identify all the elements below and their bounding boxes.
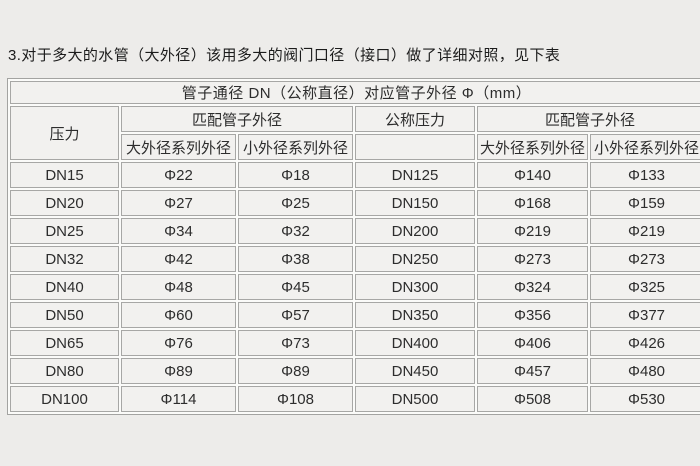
table-row: DN25 Φ34 Φ32 DN200 Φ219 Φ219 (10, 218, 700, 244)
table-cell: DN400 (355, 330, 475, 356)
table-cell: Φ168 (477, 190, 588, 216)
table-row: DN65 Φ76 Φ73 DN400 Φ406 Φ426 (10, 330, 700, 356)
table-cell: Φ42 (121, 246, 236, 272)
dn-diameter-table: 管子通径 DN（公称直径）对应管子外径 Φ（mm） 压力 匹配管子外径 公称压力… (7, 78, 700, 415)
table-cell: Φ480 (590, 358, 700, 384)
table-cell: Φ273 (477, 246, 588, 272)
header-large-series-left: 大外径系列外径 (121, 134, 236, 160)
table-cell: Φ406 (477, 330, 588, 356)
header-match-outer-left: 匹配管子外径 (121, 106, 353, 132)
table-cell: Φ38 (238, 246, 353, 272)
table-cell: Φ530 (590, 386, 700, 412)
table-head: 管子通径 DN（公称直径）对应管子外径 Φ（mm） 压力 匹配管子外径 公称压力… (10, 81, 700, 160)
table-cell: DN50 (10, 302, 119, 328)
table-row: DN50 Φ60 Φ57 DN350 Φ356 Φ377 (10, 302, 700, 328)
table-row: DN80 Φ89 Φ89 DN450 Φ457 Φ480 (10, 358, 700, 384)
table-cell: DN350 (355, 302, 475, 328)
table-cell: Φ325 (590, 274, 700, 300)
table-cell: DN125 (355, 162, 475, 188)
table-cell: Φ426 (590, 330, 700, 356)
table-row: DN40 Φ48 Φ45 DN300 Φ324 Φ325 (10, 274, 700, 300)
table-cell: Φ34 (121, 218, 236, 244)
table-cell: Φ324 (477, 274, 588, 300)
header-small-series-right: 小外径系列外径 (590, 134, 700, 160)
table-cell: Φ457 (477, 358, 588, 384)
table-cell: Φ114 (121, 386, 236, 412)
table-cell: DN15 (10, 162, 119, 188)
table-cell: DN500 (355, 386, 475, 412)
table-body: DN15 Φ22 Φ18 DN125 Φ140 Φ133 DN20 Φ27 Φ25 DN150 Φ1… (10, 162, 700, 412)
table-cell: Φ22 (121, 162, 236, 188)
table-cell: DN200 (355, 218, 475, 244)
table-cell: Φ273 (590, 246, 700, 272)
table-cell: DN150 (355, 190, 475, 216)
header-match-outer-right: 匹配管子外径 (477, 106, 700, 132)
table-row: DN20 Φ27 Φ25 DN150 Φ168 Φ159 (10, 190, 700, 216)
table-cell: Φ89 (238, 358, 353, 384)
table-cell: Φ60 (121, 302, 236, 328)
table-cell: Φ76 (121, 330, 236, 356)
table-cell: DN100 (10, 386, 119, 412)
table-cell: DN25 (10, 218, 119, 244)
header-small-series-left: 小外径系列外径 (238, 134, 353, 160)
table-cell: DN250 (355, 246, 475, 272)
table-cell: Φ159 (590, 190, 700, 216)
table-cell: Φ219 (590, 218, 700, 244)
header-nominal-pressure-empty-cell (355, 134, 475, 160)
header-large-series-right: 大外径系列外径 (477, 134, 588, 160)
table-cell: DN20 (10, 190, 119, 216)
table-cell: Φ32 (238, 218, 353, 244)
table-cell: DN40 (10, 274, 119, 300)
table-cell: Φ25 (238, 190, 353, 216)
table-cell: Φ140 (477, 162, 588, 188)
table-cell: DN80 (10, 358, 119, 384)
caption-row: 管子通径 DN（公称直径）对应管子外径 Φ（mm） (10, 81, 700, 104)
table-caption: 管子通径 DN（公称直径）对应管子外径 Φ（mm） (10, 81, 700, 104)
header-nominal-pressure: 公称压力 (355, 106, 475, 132)
table-cell: Φ18 (238, 162, 353, 188)
table-cell: Φ73 (238, 330, 353, 356)
table-cell: Φ508 (477, 386, 588, 412)
table-cell: Φ377 (590, 302, 700, 328)
table-cell: Φ27 (121, 190, 236, 216)
table-cell: DN450 (355, 358, 475, 384)
table-cell: Φ133 (590, 162, 700, 188)
table-cell: Φ48 (121, 274, 236, 300)
table-cell: Φ57 (238, 302, 353, 328)
table-cell: DN300 (355, 274, 475, 300)
header-row-series: 大外径系列外径 小外径系列外径 大外径系列外径 小外径系列外径 (10, 134, 700, 160)
table-row: DN15 Φ22 Φ18 DN125 Φ140 Φ133 (10, 162, 700, 188)
table-cell: DN65 (10, 330, 119, 356)
table-cell: Φ356 (477, 302, 588, 328)
table-cell: Φ219 (477, 218, 588, 244)
table-row: DN100 Φ114 Φ108 DN500 Φ508 Φ530 (10, 386, 700, 412)
table-cell: DN32 (10, 246, 119, 272)
table-cell: Φ45 (238, 274, 353, 300)
table-cell: Φ89 (121, 358, 236, 384)
page-title: 3.对于多大的水管（大外径）该用多大的阀门口径（接口）做了详细对照，见下表 (8, 47, 561, 64)
header-pressure: 压力 (10, 106, 119, 160)
header-row-groups: 压力 匹配管子外径 公称压力 匹配管子外径 (10, 106, 700, 160)
table-cell: Φ108 (238, 386, 353, 412)
table-row: DN32 Φ42 Φ38 DN250 Φ273 Φ273 (10, 246, 700, 272)
